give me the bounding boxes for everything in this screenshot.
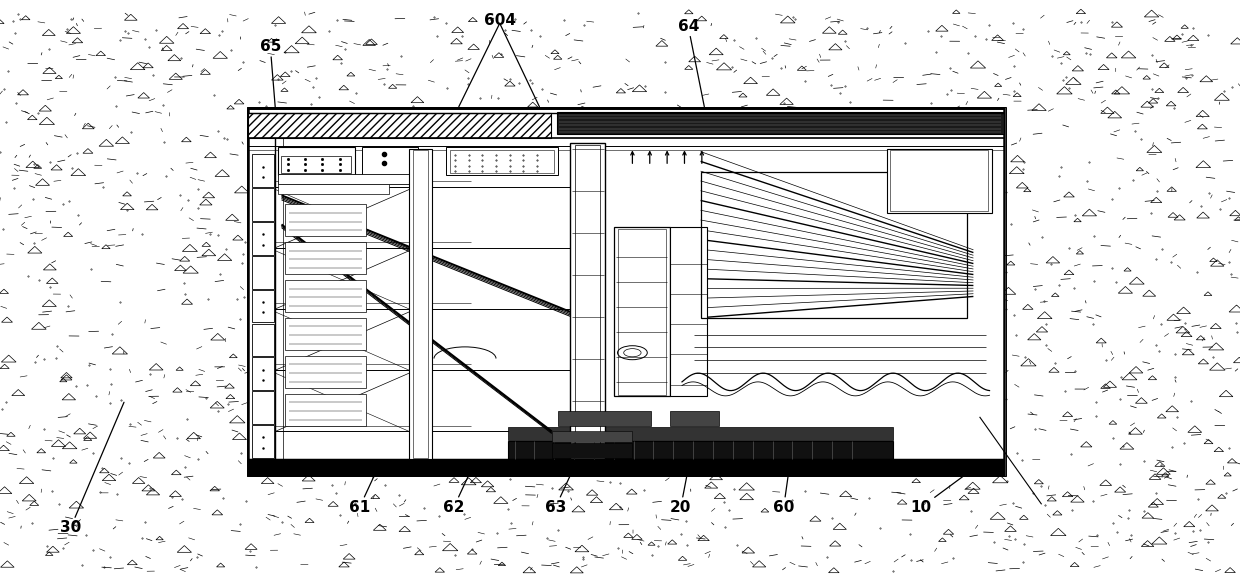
- Bar: [558, 411, 651, 426]
- Text: 65: 65: [259, 39, 281, 108]
- Bar: [278, 174, 418, 184]
- Bar: [618, 229, 666, 395]
- Bar: [278, 184, 389, 194]
- Text: 64: 64: [677, 19, 704, 107]
- Bar: [252, 256, 274, 289]
- Bar: [701, 172, 967, 318]
- Bar: [285, 204, 366, 236]
- Bar: [614, 227, 670, 396]
- Text: 61: 61: [348, 475, 374, 515]
- Text: 30: 30: [60, 402, 124, 535]
- Bar: [285, 280, 366, 312]
- Bar: [252, 290, 274, 322]
- Bar: [575, 145, 600, 456]
- Bar: [252, 222, 274, 255]
- Text: 63: 63: [544, 475, 570, 515]
- Bar: [252, 154, 274, 187]
- Bar: [247, 107, 1006, 476]
- Bar: [670, 411, 719, 426]
- Bar: [450, 150, 554, 173]
- Bar: [285, 356, 366, 388]
- Bar: [890, 150, 988, 211]
- Bar: [508, 441, 893, 459]
- Bar: [557, 112, 1004, 134]
- Bar: [285, 242, 366, 274]
- Bar: [413, 150, 428, 458]
- Text: 10: 10: [910, 475, 965, 515]
- Bar: [570, 143, 605, 459]
- Bar: [552, 431, 632, 442]
- Bar: [508, 427, 893, 440]
- Bar: [252, 425, 274, 458]
- Text: 62: 62: [443, 475, 469, 515]
- Bar: [285, 394, 366, 426]
- Bar: [281, 156, 351, 173]
- Text: 60: 60: [773, 472, 795, 515]
- Bar: [285, 318, 366, 350]
- Bar: [278, 147, 355, 175]
- Bar: [446, 147, 558, 175]
- Bar: [887, 149, 992, 213]
- Bar: [670, 227, 707, 396]
- Bar: [409, 149, 432, 459]
- Bar: [252, 391, 274, 424]
- Bar: [552, 443, 632, 458]
- Text: 604: 604: [484, 13, 516, 28]
- Bar: [252, 357, 274, 390]
- Bar: [248, 108, 1004, 475]
- Bar: [362, 147, 418, 175]
- Bar: [248, 459, 1004, 475]
- Bar: [252, 188, 274, 221]
- Bar: [252, 324, 274, 356]
- Text: 20: 20: [670, 475, 692, 515]
- Bar: [248, 113, 551, 138]
